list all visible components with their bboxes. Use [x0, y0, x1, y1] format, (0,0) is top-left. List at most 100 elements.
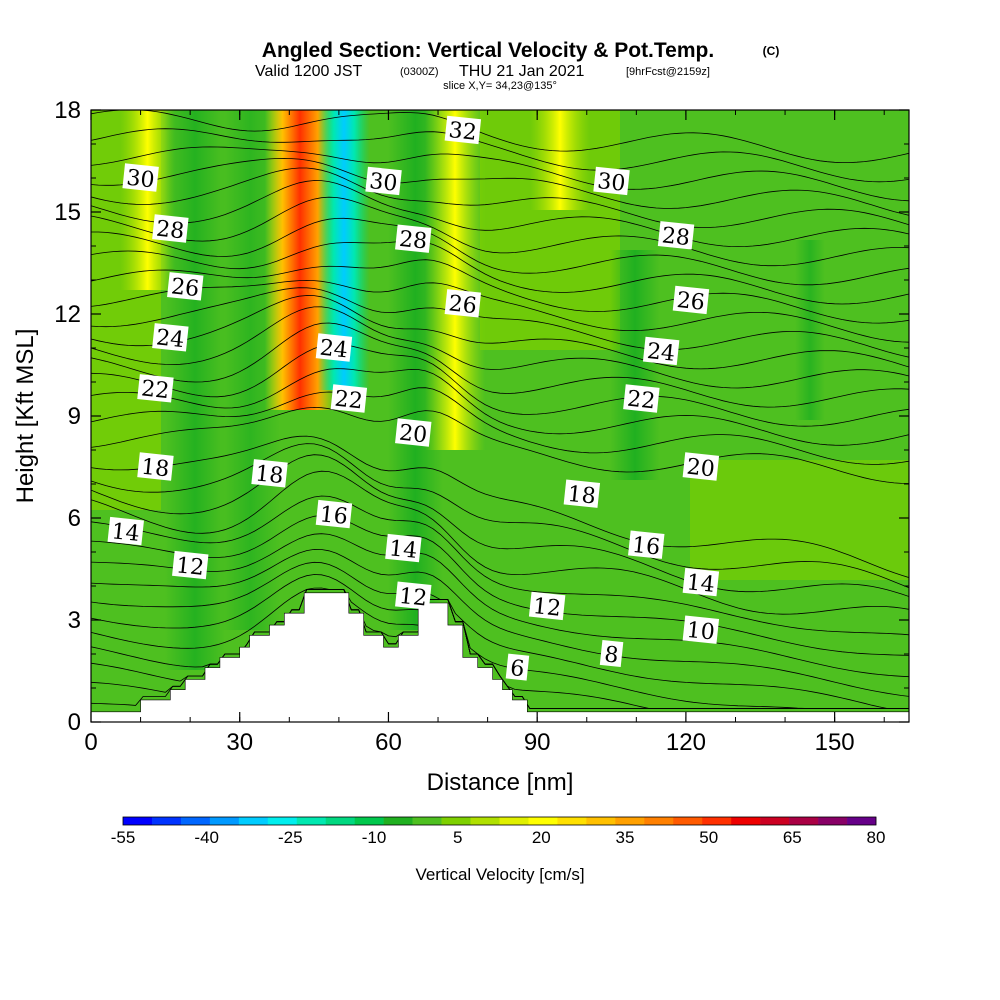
- colorbar-swatch: [470, 817, 500, 825]
- theta-contour: [91, 240, 909, 305]
- theta-label-box: [623, 384, 660, 413]
- theta-label: 28: [152, 214, 189, 244]
- valid-time-line: Valid 1200 JST (0300Z) THU 21 Jan 2021 […: [255, 63, 710, 80]
- theta-label: 26: [444, 289, 482, 319]
- slice-label: slice X,Y= 34,23@135°: [443, 80, 557, 92]
- theta-label: 14: [682, 567, 720, 598]
- colorbar-tick-label: -10: [362, 828, 387, 847]
- theta-label-box: [167, 272, 204, 301]
- colorbar-tick-label: -25: [278, 828, 303, 847]
- colorbar-swatch: [818, 817, 848, 825]
- theta-label: 32: [444, 115, 482, 146]
- theta-label: 18: [251, 459, 288, 489]
- theta-label-text: 20: [398, 421, 428, 449]
- theta-label-text: 12: [398, 584, 428, 612]
- theta-contour: [91, 343, 909, 427]
- theta-label-box: [599, 639, 624, 668]
- theta-contour: [91, 387, 909, 465]
- theta-label-box: [152, 323, 189, 352]
- valid-date: THU 21 Jan 2021: [459, 63, 585, 80]
- theta-contour: [91, 259, 909, 324]
- theta-label: 22: [330, 384, 368, 415]
- theta-label: 24: [315, 333, 353, 363]
- theta-label-text: 18: [254, 461, 284, 489]
- y-tick-label: 15: [54, 199, 81, 226]
- x-tick-label: 150: [815, 729, 855, 756]
- colorbar-swatch: [267, 817, 298, 825]
- theta-label-box: [395, 581, 432, 610]
- x-axis-label: Distance [nm]: [427, 769, 574, 796]
- theta-label-box: [528, 591, 566, 621]
- theta-contour: [91, 548, 909, 697]
- theta-label-box: [137, 452, 174, 481]
- theta-contour: [91, 406, 909, 484]
- theta-contour: [91, 110, 909, 164]
- theta-contour: [91, 561, 909, 709]
- theta-label: 22: [137, 374, 174, 404]
- theta-label-box: [682, 615, 720, 644]
- theta-label-box: [657, 221, 695, 250]
- theta-label-text: 28: [661, 223, 691, 251]
- colorbar-swatch: [557, 817, 587, 825]
- theta-label-text: 12: [175, 553, 205, 581]
- colorbar-tick-label: 80: [867, 828, 886, 847]
- colorbar-tick-label: 5: [453, 828, 462, 847]
- theta-contour: [91, 146, 909, 202]
- y-tick-label: 6: [68, 505, 81, 532]
- theta-label-text: 26: [676, 288, 706, 316]
- theta-label-text: 24: [155, 325, 185, 353]
- x-tick-label: 0: [84, 729, 97, 756]
- theta-label: 18: [563, 479, 601, 510]
- theta-label: 26: [672, 285, 710, 316]
- theta-label-box: [330, 384, 368, 413]
- colorbar-swatch: [180, 817, 211, 825]
- theta-label: 24: [642, 336, 680, 367]
- x-tick-label: 120: [666, 729, 706, 756]
- theta-label-text: 16: [319, 502, 349, 530]
- colorbar-tick-label: 50: [699, 828, 718, 847]
- theta-contours: [91, 110, 909, 709]
- theta-contour: [91, 217, 909, 286]
- theta-label: 18: [137, 452, 174, 482]
- theta-label-text: 14: [110, 519, 140, 547]
- theta-label-text: 22: [333, 387, 363, 415]
- theta-contour: [91, 443, 909, 589]
- forecast-label: [9hrFcst@2159z]: [626, 66, 710, 78]
- theta-contour: [91, 196, 909, 267]
- theta-label-box: [444, 115, 482, 145]
- theta-label-box: [505, 653, 530, 681]
- theta-contour: [91, 306, 909, 389]
- y-tick-label: 3: [68, 607, 81, 634]
- theta-contour: [91, 435, 909, 578]
- chart-title-suffix: (C): [763, 44, 780, 58]
- theta-contour: [91, 180, 909, 248]
- theta-label-box: [682, 567, 720, 597]
- theta-label-box: [172, 550, 209, 580]
- theta-label-text: 14: [685, 570, 715, 598]
- colorbar-swatch: [499, 817, 529, 825]
- theta-label: 12: [528, 591, 566, 622]
- colorbar-swatch: [151, 817, 182, 825]
- theta-label: 26: [167, 272, 204, 302]
- x-tick-label: 30: [226, 729, 253, 756]
- colorbar-swatch: [702, 817, 732, 825]
- field-band-dark-far: [795, 240, 825, 420]
- colorbar-frame: [122, 816, 877, 826]
- theta-label: 20: [682, 452, 720, 482]
- theta-label-text: 22: [626, 387, 656, 415]
- colorbar-swatch: [731, 817, 761, 825]
- theta-label-box: [122, 163, 159, 192]
- theta-label-box: [682, 452, 720, 481]
- theta-label-text: 10: [685, 618, 715, 646]
- colorbar-swatch: [412, 817, 442, 825]
- colorbar-tick-label: -40: [194, 828, 219, 847]
- theta-label: 10: [682, 615, 720, 646]
- colorbar-swatch: [296, 817, 327, 825]
- theta-label-text: 28: [155, 217, 185, 245]
- theta-label: 20: [395, 418, 432, 448]
- field-band-yellow-mid: [425, 110, 485, 450]
- x-tick-label: 90: [524, 729, 551, 756]
- colorbar-swatch: [325, 817, 355, 825]
- y-tick-label: 12: [54, 301, 81, 328]
